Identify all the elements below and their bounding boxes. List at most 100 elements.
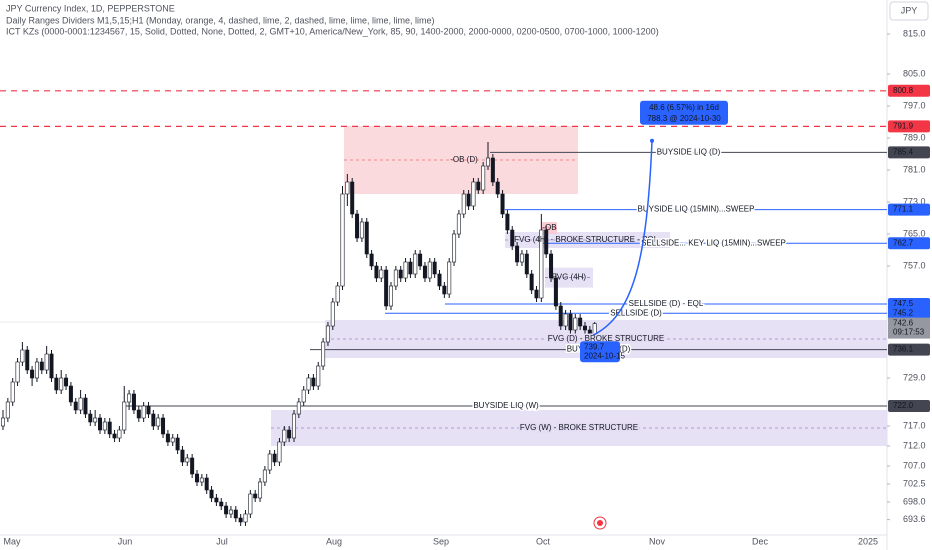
- candle-body: [447, 261, 452, 295]
- currency-label[interactable]: JPY: [901, 5, 918, 15]
- candle-body: [73, 401, 78, 411]
- price-tag: [888, 84, 930, 97]
- last-price-label: 742.6: [893, 319, 914, 328]
- candle-body: [44, 353, 49, 371]
- candle-body: [291, 413, 296, 439]
- candle-body: [214, 497, 219, 503]
- x-tick-label: Jun: [118, 536, 133, 546]
- price-tag-label: 785.4: [893, 148, 914, 157]
- candle-body: [534, 289, 539, 299]
- y-tick-label: 815.0: [903, 28, 926, 38]
- projection-end: [650, 138, 654, 143]
- candle-body: [238, 517, 243, 523]
- candle-body: [258, 481, 263, 499]
- projection-target: 788.3 @ 2024-10-30: [647, 114, 721, 123]
- candle-body: [403, 261, 408, 279]
- candle-body: [282, 429, 287, 443]
- candle-body: [388, 285, 393, 307]
- candle-body: [408, 261, 413, 275]
- candle-body: [54, 377, 59, 391]
- price-tag-label: 791.9: [893, 122, 914, 131]
- candle-body: [131, 393, 136, 411]
- candle-body: [461, 193, 466, 215]
- candle-body: [519, 253, 524, 263]
- candle-body: [25, 349, 30, 371]
- level-label: BUYSIDE LIQ (D): [657, 148, 721, 157]
- start-value: 739.7: [584, 342, 605, 351]
- x-tick-label: Sep: [433, 536, 449, 546]
- candle-body: [500, 193, 505, 215]
- x-tick-label: Nov: [649, 536, 666, 546]
- price-tag: [888, 400, 930, 412]
- candle-body: [287, 429, 292, 439]
- candle-body: [277, 441, 282, 463]
- candle-body: [301, 389, 306, 403]
- x-tick-label: Dec: [752, 536, 769, 546]
- candle-body: [384, 269, 389, 307]
- candle-body: [553, 277, 558, 307]
- price-tag: [888, 146, 930, 159]
- candle-body: [228, 509, 233, 515]
- candle-body: [180, 449, 185, 463]
- currency-button[interactable]: [889, 1, 929, 21]
- candle-body: [481, 165, 486, 191]
- candle-body: [485, 157, 490, 167]
- candle-body: [5, 401, 10, 419]
- header-line: ICT KZs (0000-0001:1234567, 15, Solid, D…: [6, 26, 659, 36]
- candle-body: [233, 509, 238, 519]
- price-tag-label: 762.7: [893, 238, 914, 247]
- price-tag-label: 745.2: [893, 308, 914, 317]
- y-tick-label: 698.0: [903, 496, 926, 506]
- price-tag-label: 771.1: [893, 205, 914, 214]
- y-tick-label: 757.0: [903, 260, 926, 270]
- candle-body: [563, 313, 568, 327]
- y-tick-label: 773.0: [903, 196, 926, 206]
- candle-body: [88, 413, 93, 423]
- candle-body: [243, 513, 248, 523]
- last-price-tag: [888, 317, 930, 339]
- candle-body: [78, 397, 83, 411]
- price-tag-label: 747.5: [893, 299, 914, 308]
- candle-body: [15, 361, 20, 383]
- replay-icon[interactable]: [593, 516, 607, 530]
- price-tag: [888, 120, 930, 133]
- candle-body: [141, 405, 146, 419]
- level-label: SELLSIDE (D) - EQL: [629, 299, 704, 308]
- zone-label: FVG (4H): [552, 273, 587, 282]
- y-tick-label: 693.6: [903, 514, 926, 524]
- candle-body: [209, 489, 214, 499]
- candle-body: [364, 221, 369, 255]
- candle-body: [199, 477, 204, 483]
- candle-body: [68, 385, 73, 403]
- candle-body: [578, 317, 583, 327]
- candle-body: [107, 421, 112, 435]
- candle-body: [219, 501, 224, 507]
- candle-body: [151, 413, 156, 427]
- candle-body: [442, 285, 447, 295]
- start-date: 2024-10-15: [584, 351, 625, 360]
- zone-label: -OB: [542, 223, 556, 232]
- y-tick-label: 712.0: [903, 440, 926, 450]
- candle-body: [422, 265, 427, 279]
- candle-body: [335, 285, 340, 303]
- x-tick-label: Jul: [216, 536, 228, 546]
- candle-body: [267, 453, 272, 471]
- candle-body: [549, 253, 554, 279]
- candle-body: [495, 181, 500, 195]
- x-tick-label: Oct: [536, 536, 551, 546]
- candle-body: [185, 457, 190, 463]
- price-tag-label: 736.1: [893, 345, 914, 354]
- price-tag-label: 722.0: [893, 401, 914, 410]
- y-tick-label: 789.0: [903, 132, 926, 142]
- candle-body: [156, 417, 161, 427]
- candle-body: [325, 325, 330, 343]
- candle-body: [316, 365, 321, 387]
- candle-body: [592, 323, 597, 335]
- candle-body: [558, 305, 563, 327]
- y-tick-label: 717.0: [903, 420, 926, 430]
- candle-body: [369, 253, 374, 267]
- candle-body: [340, 193, 345, 287]
- candle-body: [582, 325, 587, 331]
- price-tag: [888, 343, 930, 356]
